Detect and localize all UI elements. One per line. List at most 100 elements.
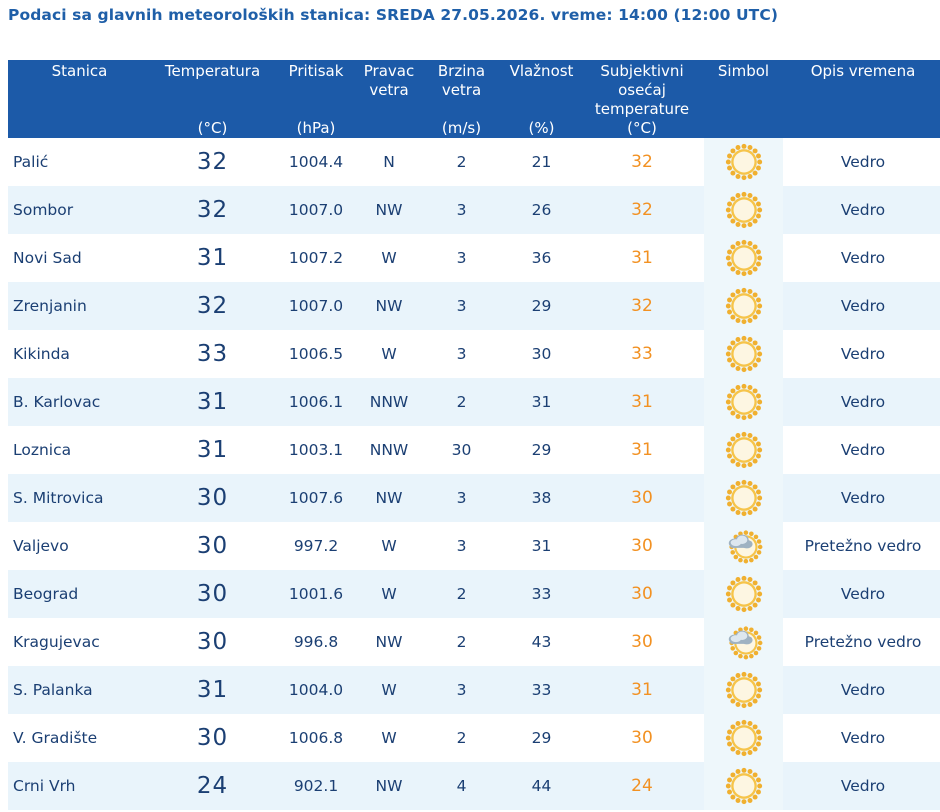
station-name: Sombor <box>8 186 151 234</box>
weather-description: Vedro <box>783 666 940 714</box>
col-feels-like-header: Subjektivni osećaj temperature (°C) <box>580 60 704 138</box>
weather-description: Vedro <box>840 729 886 747</box>
wind-direction-value: NW <box>358 762 420 810</box>
sun-icon <box>725 479 762 517</box>
wind-direction-value: W <box>358 570 420 618</box>
column-label: Simbol <box>717 62 770 80</box>
wind-direction-value: NW <box>358 186 420 234</box>
feels-like-value: 32 <box>580 186 704 234</box>
feels-like-value: 31 <box>631 248 653 268</box>
wind-speed-value: 3 <box>420 474 503 522</box>
sun-icon <box>725 335 762 373</box>
wind-speed-value: 2 <box>456 729 467 747</box>
feels-like-value: 30 <box>580 474 704 522</box>
pressure-value: 902.1 <box>274 762 358 810</box>
column-label: Pravac vetra <box>363 62 415 99</box>
column-unit: (hPa) <box>296 119 336 137</box>
weather-description: Vedro <box>783 762 940 810</box>
temperature-value: 30 <box>196 629 229 655</box>
weather-symbol <box>704 666 783 714</box>
humidity-value: 38 <box>503 474 580 522</box>
col-wind-speed-header: Brzina vetra (m/s) <box>420 60 503 138</box>
wind-direction-value: NW <box>358 282 420 330</box>
pressure-value: 1007.0 <box>274 282 358 330</box>
column-unit: (°C) <box>627 119 657 137</box>
wind-direction-value: W <box>381 249 397 267</box>
weather-description: Vedro <box>840 345 886 363</box>
table-row: Valjevo 30 997.2 W 3 31 30 Pretežno vedro <box>8 522 940 570</box>
feels-like-value: 30 <box>631 632 653 652</box>
feels-like-value: 30 <box>580 570 704 618</box>
table-row: S. Mitrovica 30 1007.6 NW 3 38 30 Vedro <box>8 474 940 522</box>
station-name: Loznica <box>13 441 72 459</box>
wind-direction-value: W <box>381 537 397 555</box>
feels-like-value: 30 <box>631 728 653 748</box>
table-row: Beograd 30 1001.6 W 2 33 30 Vedro <box>8 570 940 618</box>
table-row: Crni Vrh 24 902.1 NW 4 44 24 Vedro <box>8 762 940 810</box>
table-body: Palić 32 1004.4 N 2 21 32 Vedro Sombor 32 1007.0 NW… <box>8 138 940 810</box>
col-description-header: Opis vremena <box>783 60 940 138</box>
wind-speed-value: 2 <box>420 378 503 426</box>
column-label: Stanica <box>51 62 108 80</box>
wind-direction-value: NNW <box>358 378 420 426</box>
humidity-value: 26 <box>503 186 580 234</box>
column-label: Subjektivni osećaj temperature <box>594 62 690 118</box>
weather-description: Vedro <box>783 378 940 426</box>
feels-like-value: 31 <box>631 440 653 460</box>
wind-direction-value: N <box>383 153 395 171</box>
sun-icon <box>725 287 762 325</box>
temperature-value: 31 <box>196 245 229 271</box>
pressure-value: 1007.0 <box>274 186 358 234</box>
wind-direction-value: NW <box>358 474 420 522</box>
page-title: Podaci sa glavnih meteoroloških stanica:… <box>8 6 779 24</box>
station-name: Beograd <box>8 570 151 618</box>
station-name: V. Gradište <box>13 729 98 747</box>
col-symbol-header: Simbol <box>704 60 783 138</box>
humidity-value: 29 <box>531 441 552 459</box>
humidity-value: 36 <box>531 249 552 267</box>
humidity-value: 33 <box>503 666 580 714</box>
weather-description: Vedro <box>840 441 886 459</box>
pressure-value: 1006.8 <box>288 729 344 747</box>
temperature-value: 30 <box>196 725 229 751</box>
table-row: Loznica 31 1003.1 NNW 30 29 31 Vedro <box>8 426 940 474</box>
table-row: Zrenjanin 32 1007.0 NW 3 29 32 Vedro <box>8 282 940 330</box>
sun-icon <box>725 143 762 181</box>
col-temperature-header: Temperatura (°C) <box>151 60 274 138</box>
station-name: Novi Sad <box>13 249 82 267</box>
humidity-value: 33 <box>503 570 580 618</box>
weather-symbol <box>704 378 783 426</box>
wind-direction-value: W <box>358 666 420 714</box>
station-name: Valjevo <box>13 537 69 555</box>
wind-speed-value: 3 <box>420 666 503 714</box>
weather-symbol <box>704 474 783 522</box>
table-row: Palić 32 1004.4 N 2 21 32 Vedro <box>8 138 940 186</box>
table-row: V. Gradište 30 1006.8 W 2 29 30 Vedro <box>8 714 940 762</box>
pressure-value: 1006.5 <box>288 345 344 363</box>
weather-symbol <box>704 282 783 330</box>
humidity-value: 44 <box>503 762 580 810</box>
station-name: Palić <box>13 153 49 171</box>
table-row: Kikinda 33 1006.5 W 3 30 33 Vedro <box>8 330 940 378</box>
weather-symbol <box>704 186 783 234</box>
humidity-value: 21 <box>531 153 552 171</box>
humidity-value: 29 <box>503 282 580 330</box>
column-label: Opis vremena <box>810 62 916 80</box>
feels-like-value: 30 <box>631 536 653 556</box>
column-label: Pritisak <box>288 62 344 80</box>
weather-symbol <box>704 714 783 762</box>
temperature-value: 31 <box>196 437 229 463</box>
wind-speed-value: 3 <box>456 537 467 555</box>
temperature-value: 30 <box>151 474 274 522</box>
wind-speed-value: 3 <box>456 249 467 267</box>
temperature-value: 31 <box>151 378 274 426</box>
pressure-value: 996.8 <box>293 633 339 651</box>
feels-like-value: 24 <box>580 762 704 810</box>
weather-symbol <box>704 618 783 666</box>
col-wind-direction-header: Pravac vetra <box>358 60 420 138</box>
station-name: S. Palanka <box>8 666 151 714</box>
station-name: S. Mitrovica <box>8 474 151 522</box>
weather-description: Pretežno vedro <box>804 537 922 555</box>
column-label: Temperatura <box>164 62 261 80</box>
sun-icon <box>725 191 762 229</box>
